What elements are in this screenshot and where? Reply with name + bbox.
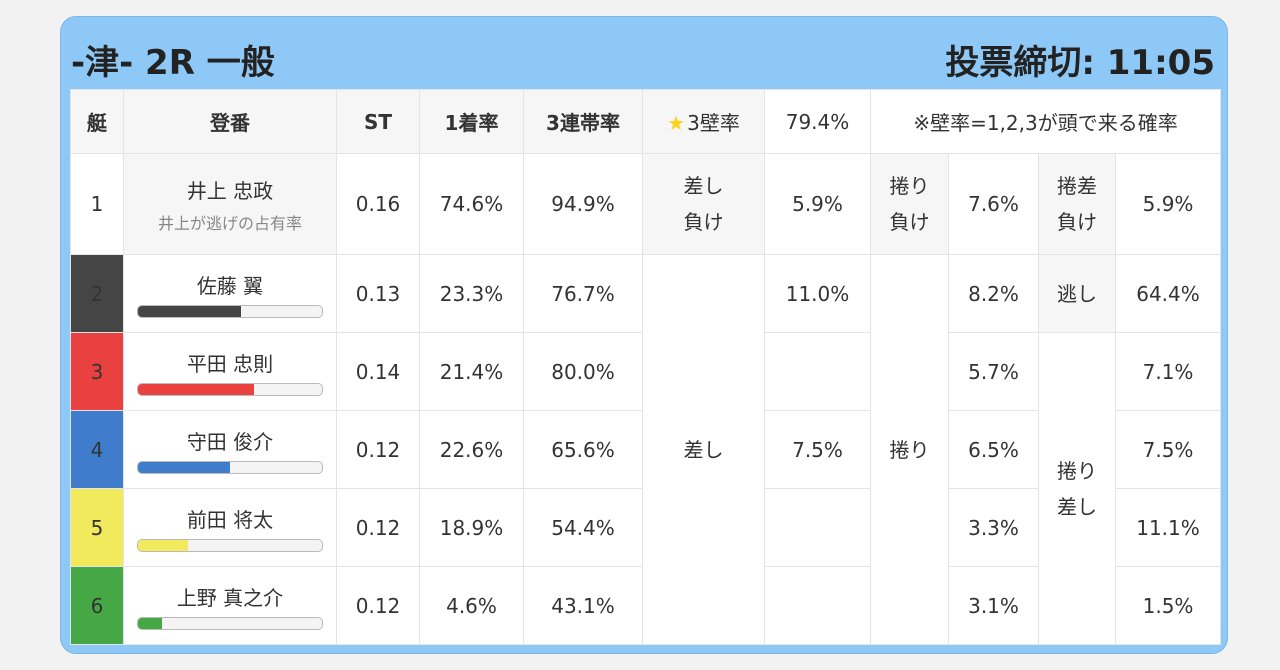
boat-number: 2 (70, 254, 124, 333)
racer-sub: 井上が逃げの占有率 (157, 213, 302, 233)
racer-bar (137, 304, 323, 318)
racer-name[interactable]: 守田 俊介 (186, 429, 274, 454)
makurisashi-value: 7.5% (1114, 410, 1222, 489)
makurisashi-make-value: 5.9% (1114, 153, 1222, 255)
racer-bar (137, 538, 323, 552)
boat-number: 4 (70, 410, 124, 489)
racer-name[interactable]: 平田 忠則 (186, 351, 274, 376)
racer-bar-fill (138, 617, 162, 629)
label-makuri: 捲り (870, 254, 949, 645)
wall-rate-value: 79.4% (764, 89, 871, 154)
makuri-value: 8.2% (948, 254, 1039, 333)
racer-cell: 井上 忠政 井上が逃げの占有率 (123, 153, 337, 255)
sashi-value-empty (764, 332, 871, 411)
st-value: 0.12 (336, 566, 420, 645)
wall-rate-label: 3壁率 (687, 111, 740, 135)
racer-cell: 前田 将太 (123, 488, 337, 567)
top3-rate-value: 65.6% (523, 410, 643, 489)
st-value: 0.12 (336, 410, 420, 489)
win-rate-value: 4.6% (419, 566, 524, 645)
st-value: 0.12 (336, 488, 420, 567)
sashi-value: 11.0% (764, 254, 871, 333)
racer-name[interactable]: 前田 将太 (186, 507, 274, 532)
makuri-value: 3.3% (948, 488, 1039, 567)
win-rate-value: 23.3% (419, 254, 524, 333)
makuri-value: 6.5% (948, 410, 1039, 489)
label-nige: 逃し (1038, 254, 1116, 333)
makuri-make-value: 7.6% (948, 153, 1039, 255)
makuri-value: 5.7% (948, 332, 1039, 411)
top3-rate-value: 94.9% (523, 153, 643, 255)
label-makurisashi-make: 捲差 負け (1038, 153, 1116, 255)
col-wall-rate[interactable]: ★ 3壁率 (642, 89, 765, 154)
top3-rate-value: 80.0% (523, 332, 643, 411)
sashi-value-empty (764, 488, 871, 567)
boat-number: 5 (70, 488, 124, 567)
racer-name[interactable]: 井上 忠政 (186, 178, 274, 203)
racer-cell: 上野 真之介 (123, 566, 337, 645)
race-card: -津- 2R 一般 投票締切: 11:05 艇 登番 ST 1着率 3連帯率 ★… (60, 16, 1228, 654)
boat-number: 3 (70, 332, 124, 411)
table-row: 5 前田 将太 0.12 18.9% 54.4% 3.3% 11.1% (70, 488, 1222, 567)
race-stats-table: 艇 登番 ST 1着率 3連帯率 ★ 3壁率 79.4% ※壁率=1,2,3が頭で… (70, 89, 1222, 645)
racer-bar-fill (138, 383, 254, 395)
racer-cell: 守田 俊介 (123, 410, 337, 489)
label-makuri-make: 捲り 負け (870, 153, 949, 255)
label-sashi-make: 差し 負け (642, 153, 765, 255)
col-boat: 艇 (70, 89, 124, 154)
st-value: 0.13 (336, 254, 420, 333)
col-win-rate: 1着率 (419, 89, 524, 154)
makurisashi-value: 1.5% (1114, 566, 1222, 645)
boat-number: 1 (70, 153, 124, 255)
racer-name[interactable]: 上野 真之介 (176, 585, 284, 610)
sashi-value: 7.5% (764, 410, 871, 489)
racer-cell: 平田 忠則 (123, 332, 337, 411)
wall-rate-note: ※壁率=1,2,3が頭で来る確率 (869, 89, 1222, 154)
race-header: -津- 2R 一般 投票締切: 11:05 (61, 17, 1227, 89)
win-rate-value: 74.6% (419, 153, 524, 255)
racer-bar (137, 382, 323, 396)
table-row: 6 上野 真之介 0.12 4.6% 43.1% 3.1% 1.5% (70, 566, 1222, 645)
top3-rate-value: 76.7% (523, 254, 643, 333)
makurisashi-value: 11.1% (1114, 488, 1222, 567)
label-makurisashi: 捲り 差し (1038, 332, 1116, 645)
col-register: 登番 (123, 89, 337, 154)
racer-bar-fill (138, 461, 230, 473)
sashi-value-empty (764, 566, 871, 645)
col-top3-rate: 3連帯率 (523, 89, 643, 154)
top3-rate-value: 54.4% (523, 488, 643, 567)
star-icon: ★ (667, 111, 686, 135)
sashi-make-value: 5.9% (764, 153, 871, 255)
st-value: 0.14 (336, 332, 420, 411)
win-rate-value: 22.6% (419, 410, 524, 489)
racer-bar-fill (138, 539, 188, 551)
nige-value: 64.4% (1114, 254, 1222, 333)
top3-rate-value: 43.1% (523, 566, 643, 645)
racer-cell: 佐藤 翼 (123, 254, 337, 333)
makurisashi-value: 7.1% (1114, 332, 1222, 411)
table-row: 2 佐藤 翼 0.13 23.3% 76.7% 差し 11.0% 捲り 8.2%… (70, 254, 1222, 645)
header-row: 艇 登番 ST 1着率 3連帯率 ★ 3壁率 79.4% ※壁率=1,2,3が頭で… (70, 89, 1222, 154)
race-title: -津- 2R 一般 (71, 43, 275, 83)
label-sashi: 差し (642, 254, 765, 645)
racer-name[interactable]: 佐藤 翼 (196, 273, 264, 298)
table-row: 1 井上 忠政 井上が逃げの占有率 0.16 74.6% 94.9% 差し 負け … (70, 153, 1222, 255)
table-row: 3 平田 忠則 0.14 21.4% 80.0% 5.7% 捲り 差し 7.1% (70, 332, 1222, 645)
racer-bar-fill (138, 305, 242, 317)
boat-number: 6 (70, 566, 124, 645)
col-st: ST (336, 89, 420, 154)
racer-bar (137, 460, 323, 474)
st-value: 0.16 (336, 153, 420, 255)
racer-bar (137, 616, 323, 630)
betting-deadline: 投票締切: 11:05 (945, 43, 1215, 83)
win-rate-value: 18.9% (419, 488, 524, 567)
win-rate-value: 21.4% (419, 332, 524, 411)
makuri-value: 3.1% (948, 566, 1039, 645)
table-row: 4 守田 俊介 0.12 22.6% 65.6% 7.5% 6.5% 7.5% (70, 410, 1222, 489)
